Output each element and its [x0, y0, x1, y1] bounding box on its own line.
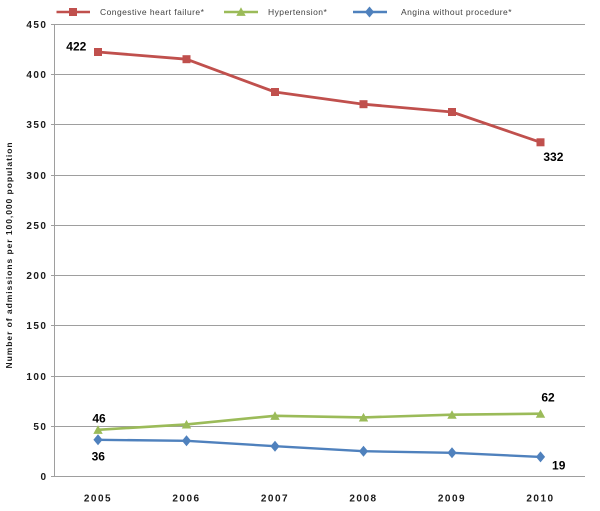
svg-text:2008: 2008 — [349, 494, 377, 505]
svg-text:2005: 2005 — [84, 494, 112, 505]
svg-text:Number of admissions per 100,: Number of admissions per 100,000 populat… — [4, 142, 14, 369]
svg-text:400: 400 — [26, 70, 47, 81]
svg-text:36: 36 — [92, 449, 106, 463]
svg-text:250: 250 — [26, 221, 47, 232]
svg-text:450: 450 — [26, 20, 47, 31]
svg-text:350: 350 — [26, 120, 47, 131]
svg-text:2009: 2009 — [438, 494, 466, 505]
svg-text:422: 422 — [66, 39, 86, 53]
svg-text:19: 19 — [552, 459, 566, 473]
svg-text:200: 200 — [26, 271, 47, 282]
svg-text:2006: 2006 — [172, 494, 200, 505]
svg-text:2007: 2007 — [261, 494, 289, 505]
svg-text:2010: 2010 — [526, 494, 554, 505]
svg-text:50: 50 — [33, 422, 47, 433]
svg-text:Congestive heart failure*: Congestive heart failure* — [100, 7, 205, 17]
svg-text:100: 100 — [26, 372, 47, 383]
svg-text:62: 62 — [541, 391, 555, 405]
svg-text:0: 0 — [40, 472, 47, 483]
svg-text:150: 150 — [26, 321, 47, 332]
svg-text:332: 332 — [543, 150, 563, 164]
svg-text:Angina without procedure*: Angina without procedure* — [401, 7, 512, 17]
svg-text:46: 46 — [92, 412, 106, 426]
svg-text:300: 300 — [26, 171, 47, 182]
svg-text:Hypertension*: Hypertension* — [268, 7, 327, 17]
